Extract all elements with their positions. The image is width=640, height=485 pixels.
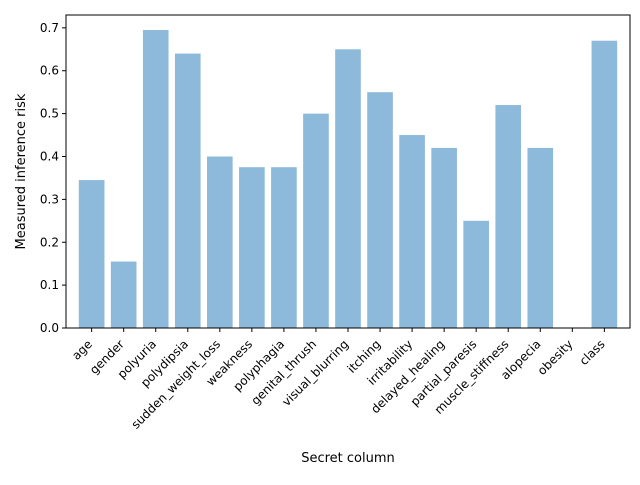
bar-alopecia xyxy=(527,147,554,328)
bar-genital_thrush xyxy=(303,113,329,329)
y-axis: 0.0 0.1 0.2 0.3 0.4 0.5 0.6 0.7 xyxy=(40,21,66,335)
bar-irritability xyxy=(399,135,425,328)
bars-group xyxy=(78,30,618,329)
y-axis-label: Measured inference risk xyxy=(14,93,29,249)
x-tick-label: class xyxy=(577,337,608,368)
y-tick-label: 0.6 xyxy=(40,64,59,78)
bar-itching xyxy=(367,92,393,329)
bar-age xyxy=(78,180,105,328)
bar-class xyxy=(591,40,618,328)
bar-visual_blurring xyxy=(335,49,361,329)
y-tick-label: 0.0 xyxy=(40,321,59,335)
bar-sudden_weight_loss xyxy=(207,156,233,328)
x-tick-label: age xyxy=(69,337,95,363)
bar-polyphagia xyxy=(271,167,297,328)
plot-frame xyxy=(65,14,631,329)
y-tick-label: 0.1 xyxy=(40,278,59,292)
y-tick-label: 0.2 xyxy=(40,235,59,249)
bar-polydipsia xyxy=(174,53,201,329)
y-tick-label: 0.5 xyxy=(40,107,59,121)
bar-delayed_healing xyxy=(431,147,457,328)
y-tick-label: 0.4 xyxy=(40,149,59,163)
bar-partial_paresis xyxy=(463,220,489,328)
x-axis-label: Secret column xyxy=(301,451,395,466)
x-tick-label: obesity xyxy=(535,337,576,378)
bar-muscle_stiffness xyxy=(495,105,522,328)
bar-polyuria xyxy=(142,30,169,328)
y-tick-label: 0.7 xyxy=(40,21,59,35)
x-axis: agegenderpolyuriapolydipsiasudden_weight… xyxy=(69,328,608,432)
y-tick-label: 0.3 xyxy=(40,192,59,206)
bar-weakness xyxy=(239,167,265,328)
bar-gender xyxy=(110,261,137,328)
